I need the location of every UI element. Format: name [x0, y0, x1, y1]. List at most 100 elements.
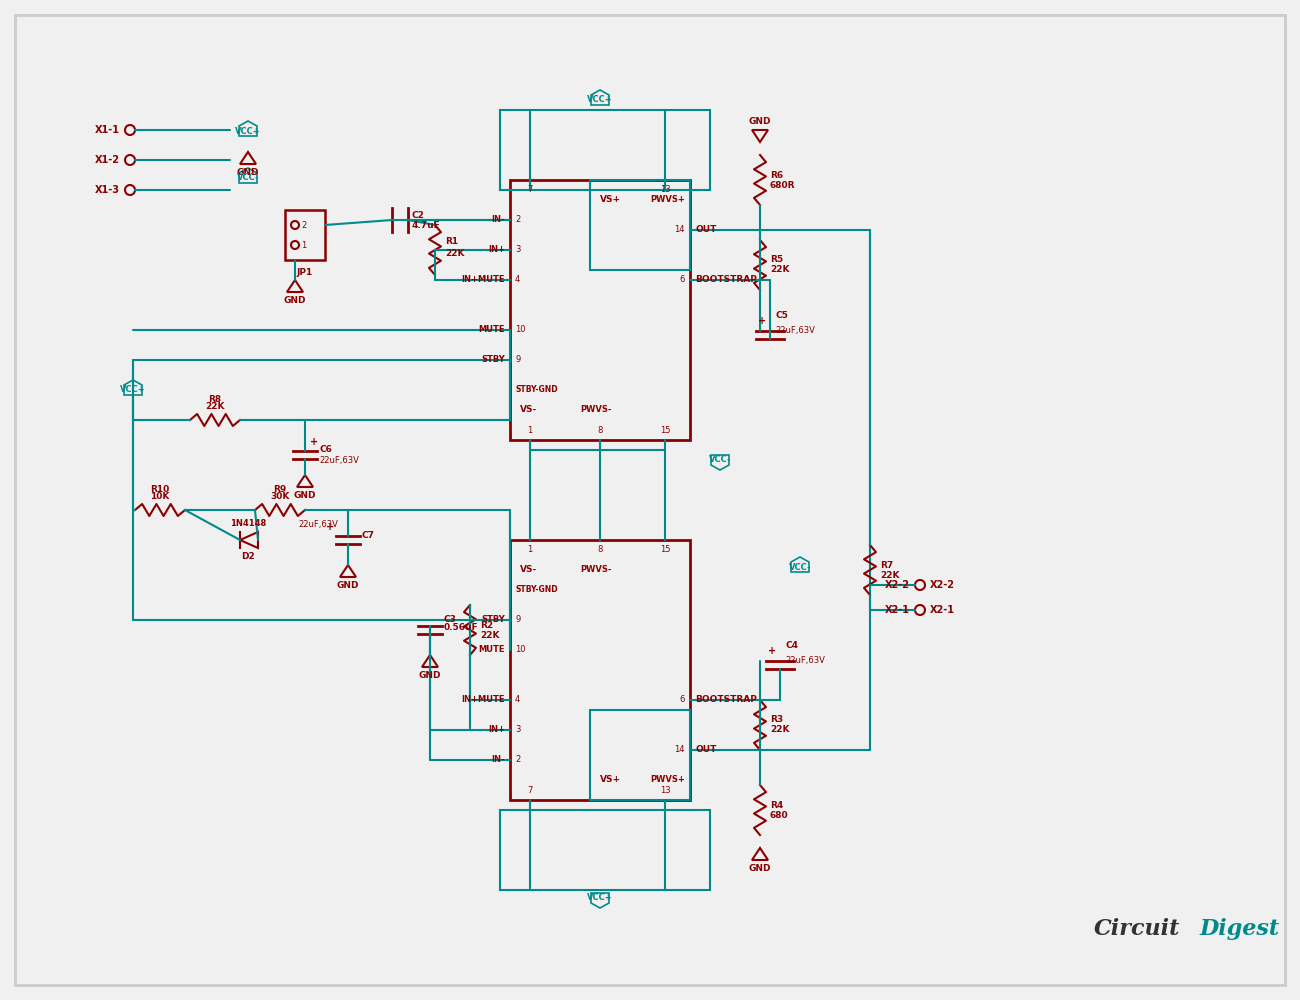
Text: C7: C7 — [361, 530, 374, 540]
Text: 2: 2 — [515, 216, 520, 225]
Text: X2-2: X2-2 — [930, 580, 956, 590]
Text: +: + — [758, 316, 766, 326]
Text: STBY-GND: STBY-GND — [515, 585, 558, 594]
Text: 7: 7 — [528, 185, 533, 194]
Text: GND: GND — [749, 864, 771, 873]
Bar — [510, 540, 690, 800]
Text: 22uF,63V: 22uF,63V — [318, 456, 359, 464]
Text: 22K: 22K — [480, 631, 499, 640]
Text: +: + — [326, 522, 334, 532]
Text: R6: R6 — [770, 170, 783, 180]
Text: IN+MUTE: IN+MUTE — [462, 275, 504, 284]
Text: VS+: VS+ — [601, 776, 621, 784]
Text: 10: 10 — [515, 646, 525, 654]
Text: 15: 15 — [659, 545, 671, 554]
Text: BOOTSTRAP: BOOTSTRAP — [696, 696, 757, 704]
Text: 1N4148: 1N4148 — [230, 519, 266, 528]
Bar — [500, 810, 710, 890]
Text: 22K: 22K — [445, 248, 464, 257]
Text: IN+: IN+ — [488, 726, 504, 734]
Text: +: + — [768, 646, 776, 656]
Text: C3: C3 — [445, 615, 456, 624]
Text: 680R: 680R — [770, 180, 796, 190]
Text: 1: 1 — [528, 545, 533, 554]
Text: 30K: 30K — [270, 492, 290, 501]
Bar — [510, 180, 690, 440]
Text: GND: GND — [283, 296, 307, 305]
Text: OUT: OUT — [696, 746, 716, 754]
Text: R5: R5 — [770, 255, 783, 264]
Text: IN-: IN- — [491, 216, 504, 225]
Text: 6: 6 — [680, 696, 685, 704]
Text: D2: D2 — [240, 552, 255, 561]
Text: JP1: JP1 — [296, 268, 313, 277]
Text: PWVS+: PWVS+ — [650, 196, 685, 205]
Text: 22K: 22K — [880, 570, 900, 580]
Text: R2: R2 — [480, 620, 493, 630]
Text: R7: R7 — [880, 560, 893, 570]
Text: +: + — [309, 437, 318, 447]
Text: MUTE: MUTE — [478, 646, 504, 654]
Text: VCC+: VCC+ — [588, 894, 612, 902]
Text: PWVS-: PWVS- — [580, 406, 611, 414]
Text: IN-: IN- — [491, 756, 504, 764]
Text: Circuit: Circuit — [1093, 918, 1180, 940]
Text: GND: GND — [337, 581, 359, 590]
Text: X1-3: X1-3 — [95, 185, 120, 195]
Text: 6: 6 — [680, 275, 685, 284]
Text: 4.7uF: 4.7uF — [412, 221, 441, 230]
Text: X1-1: X1-1 — [95, 125, 120, 135]
Text: OUT: OUT — [696, 226, 716, 234]
Bar — [590, 180, 690, 270]
Text: 680: 680 — [770, 810, 789, 820]
Text: 4: 4 — [515, 275, 520, 284]
Text: 22uF,63V: 22uF,63V — [775, 326, 815, 334]
Text: X1-2: X1-2 — [95, 155, 120, 165]
Text: Digest: Digest — [1200, 918, 1280, 940]
Text: 22K: 22K — [205, 402, 225, 411]
Text: 3: 3 — [515, 245, 520, 254]
Text: 10K: 10K — [151, 492, 170, 501]
Text: 22K: 22K — [770, 726, 789, 734]
Bar — [500, 110, 710, 190]
Text: VCC-: VCC- — [237, 174, 259, 182]
Text: BOOTSTRAP: BOOTSTRAP — [696, 275, 757, 284]
Text: R1: R1 — [445, 237, 458, 246]
Text: C5: C5 — [775, 311, 788, 320]
Text: 22uF,63V: 22uF,63V — [298, 520, 338, 528]
Text: STBY: STBY — [481, 356, 504, 364]
Text: 8: 8 — [597, 545, 603, 554]
Text: 9: 9 — [515, 356, 520, 364]
Text: R8: R8 — [208, 395, 221, 404]
Text: C2: C2 — [412, 211, 425, 220]
Text: VS-: VS- — [520, 406, 537, 414]
Text: 8: 8 — [597, 426, 603, 435]
Text: GND: GND — [749, 117, 771, 126]
Text: R10: R10 — [151, 485, 169, 494]
Text: R4: R4 — [770, 800, 783, 810]
Text: R3: R3 — [770, 716, 783, 724]
Text: VCC+: VCC+ — [588, 96, 612, 104]
Text: VCC-: VCC- — [708, 456, 732, 464]
Text: C4: C4 — [785, 641, 798, 650]
Text: 3: 3 — [515, 726, 520, 734]
Text: 15: 15 — [659, 426, 671, 435]
Text: GND: GND — [237, 168, 259, 177]
Text: 10: 10 — [515, 326, 525, 334]
Text: PWVS-: PWVS- — [580, 566, 611, 574]
Text: 22K: 22K — [770, 265, 789, 274]
Text: 22uF,63V: 22uF,63V — [785, 656, 826, 664]
Text: 4: 4 — [515, 696, 520, 704]
Text: STBY-GND: STBY-GND — [515, 385, 558, 394]
Text: 9: 9 — [515, 615, 520, 624]
Text: X2-1: X2-1 — [885, 605, 910, 615]
Text: 1: 1 — [302, 240, 307, 249]
Text: 1: 1 — [528, 426, 533, 435]
Text: 14: 14 — [675, 746, 685, 754]
Text: IN+MUTE: IN+MUTE — [462, 696, 504, 704]
Text: 0.56uF: 0.56uF — [445, 624, 478, 633]
Text: 7: 7 — [528, 786, 533, 795]
Text: X2-1: X2-1 — [930, 605, 956, 615]
Text: GND: GND — [419, 671, 441, 680]
Text: VCC+: VCC+ — [120, 385, 146, 394]
